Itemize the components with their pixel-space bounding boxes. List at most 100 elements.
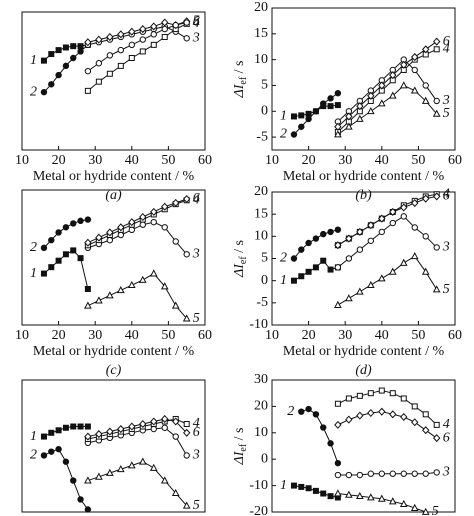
- series-label: 4: [443, 42, 450, 57]
- marker: [411, 224, 418, 231]
- marker: [84, 506, 92, 513]
- series-line: [337, 48, 437, 133]
- marker: [95, 233, 103, 242]
- marker: [55, 47, 62, 54]
- marker: [62, 44, 69, 51]
- marker: [411, 53, 419, 62]
- marker: [116, 464, 125, 473]
- marker: [298, 408, 305, 415]
- marker: [139, 212, 147, 222]
- series-label: 5: [193, 498, 200, 513]
- marker: [312, 264, 319, 271]
- marker: [433, 244, 440, 251]
- marker: [106, 468, 114, 476]
- plot-frame: [271, 191, 456, 326]
- marker: [106, 32, 114, 42]
- x-tick-label: 50: [411, 328, 425, 343]
- marker: [334, 489, 342, 497]
- x-tick-label: 10: [15, 153, 29, 168]
- y-label-sub: ef: [238, 443, 249, 451]
- series-label: 2: [280, 127, 287, 142]
- marker: [305, 485, 312, 492]
- marker: [378, 387, 385, 394]
- marker: [327, 266, 334, 273]
- marker: [388, 497, 397, 505]
- x-tick-label: 30: [88, 328, 102, 343]
- marker: [356, 227, 364, 236]
- series-label: 6: [193, 15, 200, 30]
- y-label-main: ΔI: [232, 83, 247, 98]
- series-line: [87, 427, 188, 456]
- marker: [106, 228, 114, 237]
- marker: [183, 428, 191, 437]
- marker: [410, 503, 419, 511]
- series-line: [87, 25, 187, 46]
- marker: [411, 199, 419, 208]
- series-line: [87, 418, 188, 438]
- marker: [290, 113, 297, 120]
- y-axis-label: ΔIef / s: [232, 240, 249, 278]
- series-label: 1: [30, 53, 37, 68]
- marker: [422, 194, 430, 203]
- marker: [128, 218, 136, 227]
- marker: [106, 291, 114, 299]
- x-tick-label: 50: [411, 153, 425, 168]
- marker: [171, 488, 180, 497]
- marker: [298, 273, 305, 280]
- series-line: [87, 20, 187, 43]
- marker: [127, 461, 136, 469]
- series-label: 4: [193, 416, 200, 431]
- marker: [320, 100, 327, 107]
- marker: [48, 81, 55, 88]
- y-tick-label: -5: [256, 129, 268, 144]
- y-axis-label: ΔIef / s: [232, 60, 249, 98]
- marker: [356, 102, 364, 111]
- marker: [411, 66, 418, 74]
- series-label: 1: [30, 429, 37, 444]
- marker: [345, 234, 353, 243]
- marker: [400, 213, 407, 220]
- marker: [366, 280, 375, 288]
- y-label-main: ΔI: [232, 263, 247, 278]
- y-tick-label: 15: [254, 26, 268, 41]
- panel-caption: (c): [106, 363, 122, 378]
- x-tick-label: 50: [161, 153, 175, 168]
- marker: [422, 45, 430, 54]
- series-label: 3: [442, 465, 450, 480]
- marker: [298, 246, 305, 253]
- marker: [84, 423, 91, 430]
- marker: [106, 52, 114, 59]
- marker: [334, 241, 342, 250]
- marker: [117, 424, 125, 434]
- marker: [84, 301, 92, 309]
- marker: [378, 470, 385, 477]
- marker: [389, 219, 396, 227]
- marker: [388, 267, 397, 275]
- y-label-unit: / s: [232, 60, 247, 76]
- x-tick-label: 10: [265, 153, 279, 168]
- marker: [367, 221, 375, 230]
- marker: [95, 60, 103, 67]
- marker: [84, 67, 92, 75]
- marker: [356, 411, 364, 420]
- series-label: 2: [30, 240, 37, 255]
- marker: [334, 226, 342, 233]
- marker: [128, 226, 136, 234]
- marker: [345, 294, 353, 302]
- marker: [84, 286, 91, 292]
- x-axis-label: Metal or hydride content / %: [33, 169, 195, 184]
- marker: [334, 459, 342, 467]
- x-tick-label: 50: [161, 328, 175, 343]
- x-tick-label: 30: [338, 153, 352, 168]
- marker: [411, 470, 418, 477]
- marker: [160, 282, 169, 290]
- marker: [400, 203, 408, 212]
- marker: [138, 457, 147, 465]
- marker: [150, 207, 158, 216]
- x-axis-label: Metal or hydride content / %: [283, 344, 445, 359]
- marker: [312, 108, 320, 115]
- marker: [290, 255, 298, 262]
- marker: [298, 483, 305, 490]
- marker: [160, 476, 169, 484]
- marker: [149, 269, 158, 277]
